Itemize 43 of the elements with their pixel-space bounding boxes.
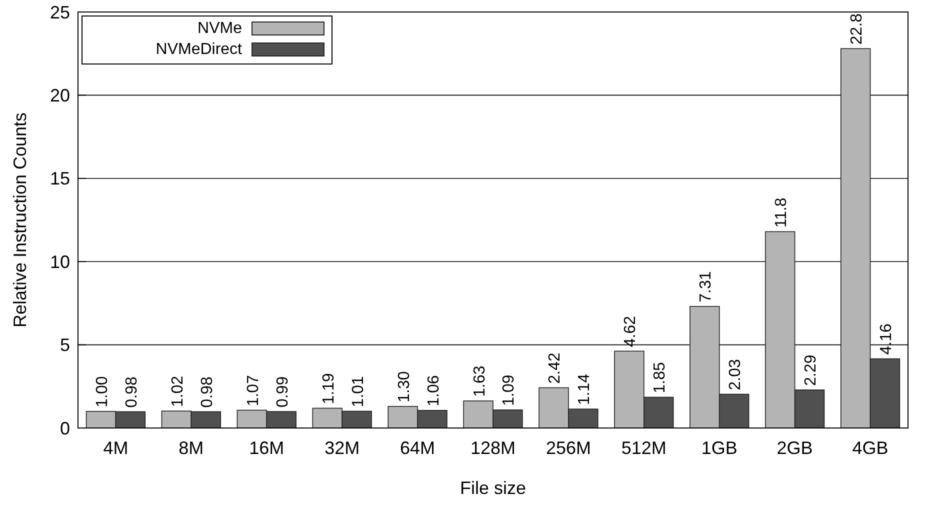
x-tick-label: 4M xyxy=(103,438,128,458)
legend-label: NVMe xyxy=(198,20,242,37)
data-label: 4.62 xyxy=(622,316,640,348)
x-tick-label: 2GB xyxy=(776,438,813,458)
data-label: 22.8 xyxy=(848,13,866,45)
data-label: 1.00 xyxy=(94,376,112,408)
y-tick-label: 5 xyxy=(60,335,70,356)
data-label: 2.29 xyxy=(802,354,820,386)
x-tick-label: 128M xyxy=(470,438,516,458)
data-label: 0.98 xyxy=(123,376,140,408)
x-axis-title: File size xyxy=(460,478,526,498)
data-label: 1.01 xyxy=(350,376,367,408)
data-label: 7.31 xyxy=(698,271,715,302)
data-label: 1.30 xyxy=(396,371,413,402)
data-label: 4.16 xyxy=(878,324,895,355)
x-tick-label: 16M xyxy=(249,438,284,458)
x-tick-label: 8M xyxy=(178,438,204,458)
y-tick-label: 15 xyxy=(50,168,70,189)
data-label: 1.19 xyxy=(320,372,338,404)
legend-label: NVMeDirect xyxy=(156,41,243,58)
data-label: 1.02 xyxy=(169,376,186,408)
data-label: 2.03 xyxy=(727,358,744,390)
x-tick-label: 64M xyxy=(400,438,436,458)
y-tick-label: 0 xyxy=(60,418,70,438)
data-label: 11.8 xyxy=(773,198,790,228)
x-tick-label: 512M xyxy=(621,438,666,458)
data-label: 2.42 xyxy=(546,352,564,384)
x-tick-label: 32M xyxy=(324,438,360,458)
y-tick-label: 25 xyxy=(50,2,70,22)
y-tick-label: 10 xyxy=(50,252,70,272)
data-label: 0.99 xyxy=(274,376,292,408)
x-tick-label: 256M xyxy=(546,438,591,458)
x-tick-label: 4GB xyxy=(852,438,888,458)
x-tick-label: 1GB xyxy=(701,438,738,458)
data-label: 1.85 xyxy=(652,362,669,394)
data-label: 1.63 xyxy=(471,366,488,397)
data-label: 1.09 xyxy=(500,374,518,406)
y-axis-title: Relative Instruction Counts xyxy=(10,112,30,328)
data-label: 0.98 xyxy=(198,376,216,408)
data-label: 1.06 xyxy=(425,375,442,406)
data-label: 1.07 xyxy=(244,374,262,406)
y-tick-label: 20 xyxy=(50,86,70,106)
data-label: 1.14 xyxy=(576,374,594,406)
